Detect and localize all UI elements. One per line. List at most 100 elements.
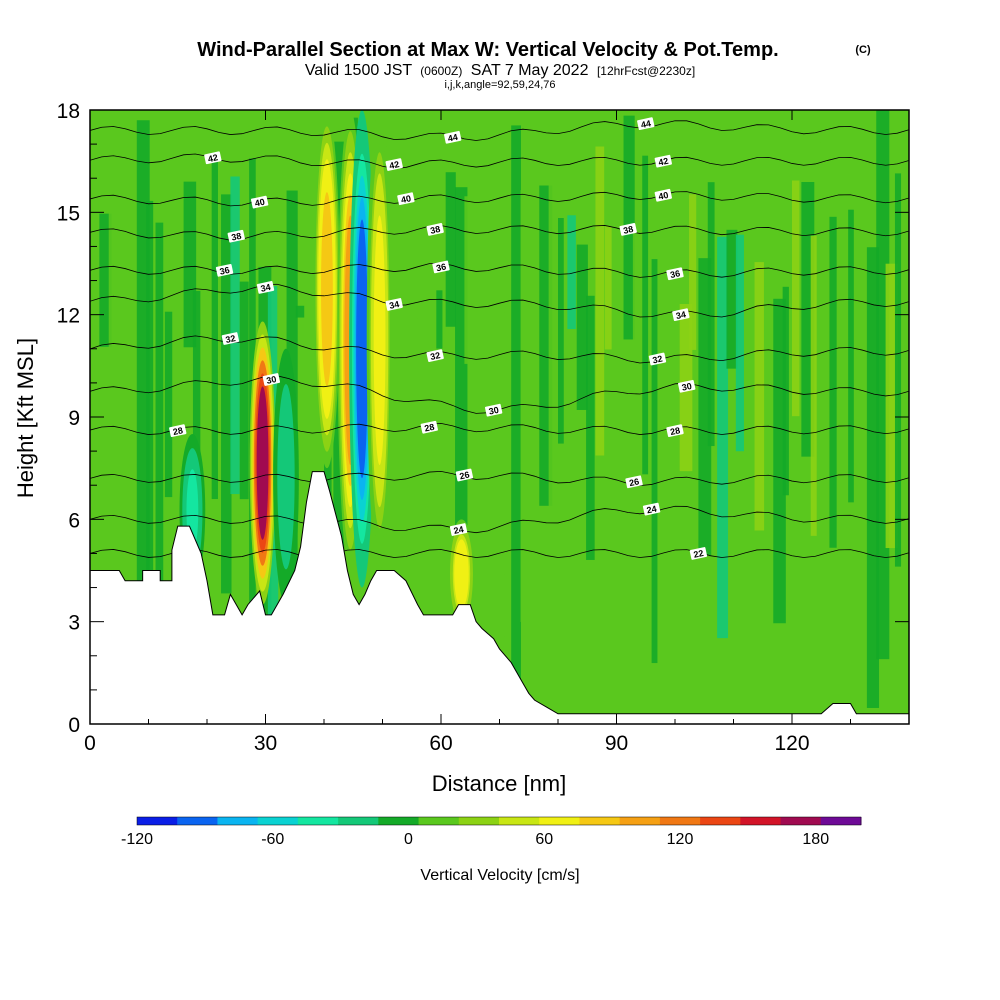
theta-contour-label: 34 [385, 298, 403, 311]
contour-label-bg [449, 523, 468, 536]
contour-label-bg [666, 424, 684, 438]
colorbar-segment [700, 817, 741, 825]
texture-streak [99, 213, 112, 347]
contour-label-value: 36 [669, 268, 681, 280]
theta-contour-label: 32 [648, 352, 667, 365]
y-tick-label: 18 [57, 100, 80, 123]
contour-label-bg [250, 195, 269, 209]
colorbar-segment [499, 817, 540, 825]
contour-label-value: 30 [266, 374, 278, 386]
texture-streak [614, 161, 624, 480]
texture-streak [192, 290, 201, 508]
velocity-cell [373, 215, 386, 465]
colorbar-segment [619, 817, 661, 825]
contour-label-bg [654, 154, 672, 168]
y-tick-label: 12 [57, 305, 80, 328]
texture-streak [735, 234, 744, 452]
x-tick-label: 30 [254, 732, 277, 755]
texture-streak [473, 212, 485, 686]
texture-streak [707, 182, 715, 447]
texture-streak [894, 173, 902, 567]
colorbar-frame [136, 816, 862, 826]
colorbar-segment [137, 817, 178, 825]
texture-streak [436, 290, 443, 349]
contour-label-bg [484, 403, 503, 417]
contour-label-value: 30 [488, 405, 500, 417]
texture-streak [239, 281, 249, 500]
colorbar-segment [539, 817, 580, 825]
texture-streak [529, 200, 541, 676]
texture-streak [445, 172, 456, 327]
theta-contour-line [90, 191, 909, 207]
theta-contour-label: 40 [397, 192, 415, 205]
colorbar-tick-label: 120 [667, 831, 694, 848]
theta-contour-line [90, 120, 909, 141]
colorbar-segment [820, 817, 862, 825]
texture-streak [595, 146, 605, 456]
texture-streak [492, 253, 505, 637]
contour-label-bg [204, 151, 222, 165]
theta-contour-label: 36 [432, 260, 450, 273]
contour-label-value: 26 [459, 470, 471, 482]
contour-label-bg [455, 468, 474, 482]
valid-date: SAT 7 May 2022 [471, 62, 589, 79]
contour-label-bg [221, 332, 240, 345]
texture-streak [464, 196, 477, 364]
contour-label-bg [385, 158, 403, 171]
texture-streak [511, 125, 521, 713]
theta-contour-label: 30 [484, 403, 503, 417]
x-tick-label: 0 [84, 732, 96, 755]
theta-contour-line [90, 505, 909, 534]
contour-label-value: 44 [640, 118, 652, 130]
texture-streak [792, 180, 800, 417]
contour-label-value: 36 [219, 265, 231, 277]
colorbar-segment [177, 817, 218, 825]
theta-contour-line [90, 283, 909, 318]
texture-streak [548, 141, 556, 592]
velocity-cell [256, 386, 269, 540]
colorbar-tick-label: -60 [261, 831, 284, 848]
contour-label-bg [689, 547, 708, 560]
contour-label-value: 28 [423, 422, 435, 434]
contour-label-bg [444, 130, 462, 144]
texture-streak [857, 130, 866, 351]
colorbar-segment [338, 817, 379, 825]
contour-label-bg [666, 267, 684, 281]
colorbar-segment [579, 817, 621, 825]
theta-contour-label: 38 [426, 223, 444, 236]
texture-streak [576, 244, 588, 410]
contour-label-bg [619, 223, 637, 236]
texture-streak [820, 142, 829, 513]
velocity-cell [321, 192, 333, 387]
terrain-mask [90, 471, 909, 724]
colorbar-tick-label: 180 [802, 831, 829, 848]
texture-streak [567, 215, 576, 330]
colorbar-segment [780, 817, 822, 825]
theta-contour-label: 36 [666, 267, 684, 280]
contour-label-value: 30 [681, 381, 693, 393]
theta-contour-label: 40 [250, 195, 269, 209]
texture-streak [651, 259, 658, 664]
theta-contour-label: 38 [227, 229, 245, 243]
theta-contour-line [90, 549, 909, 558]
texture-streak [904, 185, 909, 437]
y-tick-label: 9 [68, 407, 80, 430]
theta-contour-label: 38 [619, 223, 637, 236]
texture-streak [717, 236, 729, 639]
texture-streak [782, 286, 789, 496]
theta-contour-label: 28 [666, 424, 684, 437]
colorbar-tick-label: -120 [121, 831, 153, 848]
theta-contour-label: 34 [256, 281, 275, 294]
chart-subtitle: Valid 1500 JST (0600Z) SAT 7 May 2022 [1… [305, 62, 695, 79]
theta-contour-label: 42 [654, 154, 672, 168]
theta-contour-label: 24 [449, 523, 468, 536]
texture-streak [763, 188, 771, 351]
texture-streak [295, 305, 305, 318]
colorbar-segment [458, 817, 500, 825]
texture-streak [885, 263, 899, 549]
contour-label-bg [642, 502, 661, 516]
theta-contour-label: 34 [672, 308, 690, 321]
